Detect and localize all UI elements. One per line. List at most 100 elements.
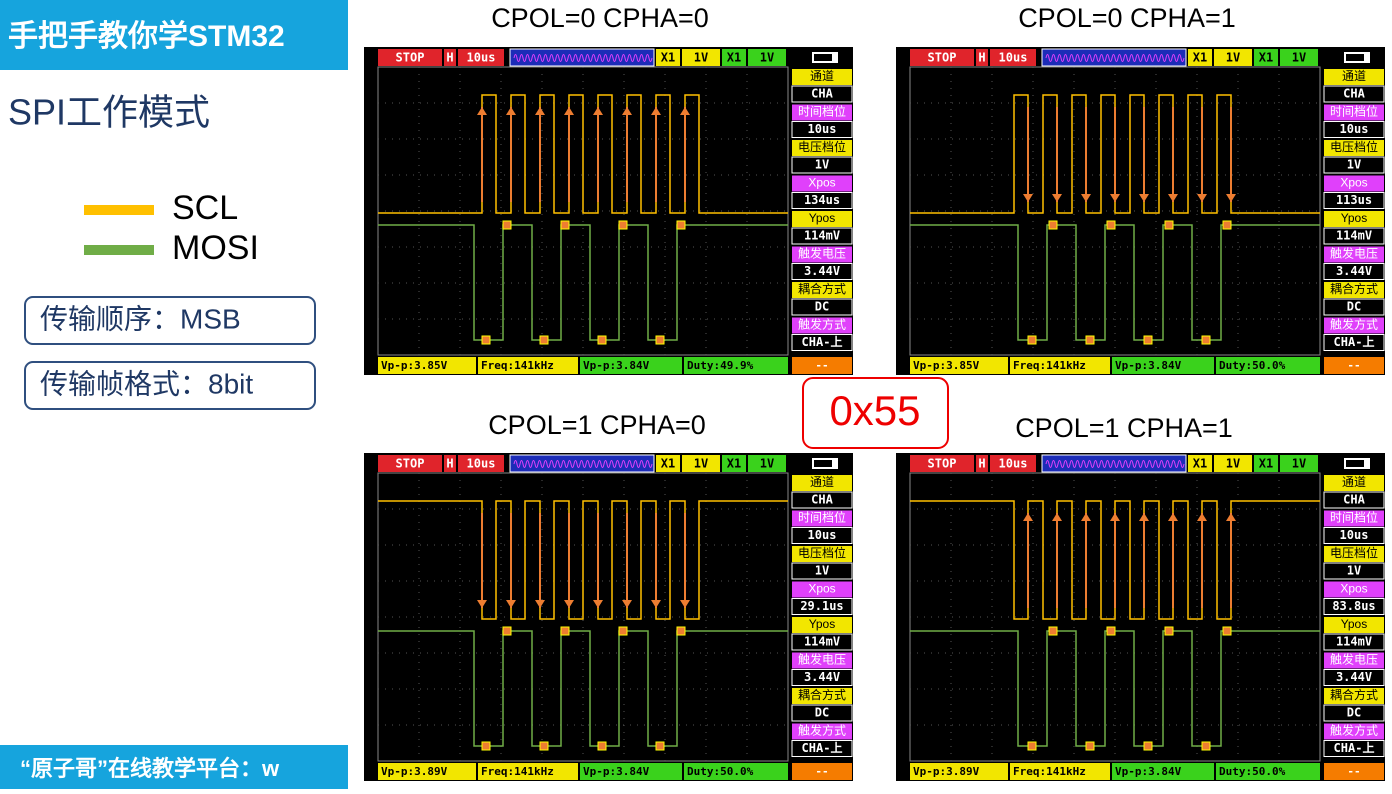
sample-point: [1027, 335, 1037, 345]
sample-point: [560, 220, 570, 230]
sample-point: [1143, 741, 1153, 751]
top-bar-cell: [656, 455, 680, 472]
readout: Vp-p:3.84V: [1115, 765, 1182, 778]
panel-label-bg: [1324, 475, 1384, 491]
readout: Vp-p:3.85V: [381, 359, 448, 372]
readout: Freq:141kHz: [481, 765, 554, 778]
panel-value: 3.44V: [804, 670, 840, 684]
panel-value: 134us: [804, 193, 840, 207]
panel-value: 114mV: [804, 635, 840, 649]
readout-bg: [1324, 357, 1384, 374]
panel-label-bg: [792, 140, 852, 156]
panel-value: 29.1us: [800, 599, 843, 613]
sample-point: [1164, 220, 1174, 230]
sample-point: [676, 220, 686, 230]
note: 传输帧格式：8bit: [40, 368, 253, 399]
top-bar-text: H: [978, 51, 985, 65]
readout-bg: [1010, 357, 1110, 374]
sample-arrow-head: [564, 107, 574, 115]
panel-label-bg: [792, 69, 852, 85]
sample-arrow-head: [1081, 194, 1091, 202]
top-bar-text: X1: [1259, 51, 1273, 65]
panel-value-bg: [791, 740, 853, 757]
top-bar-cell: [910, 455, 974, 472]
panel-value-bg: [1323, 527, 1385, 544]
panel-value: DC: [815, 706, 829, 720]
oscilloscope: STOP H 10us X1 1V X1 1V 通道 CHA 时间档位 10us 电压档位 1V Xpos…: [364, 47, 853, 375]
readout: Vp-p:3.84V: [583, 359, 650, 372]
sample-arrow-head: [622, 107, 632, 115]
panel-value-bg: [791, 227, 853, 245]
panel-label-bg: [792, 546, 852, 562]
sample-point: [560, 626, 570, 636]
readout-bg: [684, 763, 788, 780]
sample-arrow-head: [535, 600, 545, 608]
top-bar-text: 1V: [694, 457, 708, 471]
panel-value-bg: [791, 704, 853, 722]
top-bar-cell: [1214, 455, 1252, 472]
panel-label-bg: [792, 581, 852, 598]
top-bar-text: STOP: [928, 51, 957, 65]
panel-label-bg: [792, 617, 852, 633]
sample-arrow-head: [1023, 513, 1033, 521]
top-bar-text: STOP: [928, 457, 957, 471]
panel-label-bg: [792, 246, 852, 263]
panel-value-bg: [791, 121, 853, 138]
sample-point: [1222, 626, 1232, 636]
scope-title: CPOL=0 CPHA=1: [1018, 3, 1236, 33]
panel-value-bg: [1323, 192, 1385, 209]
timeline-box: [509, 454, 655, 473]
top-bar-text: H: [446, 51, 453, 65]
oscilloscope: STOP H 10us X1 1V X1 1V 通道 CHA 时间档位 10us 电压档位 1V Xpos…: [896, 453, 1385, 781]
sample-arrow-head: [535, 107, 545, 115]
sample-arrow-head: [1226, 194, 1236, 202]
sample-arrow-head: [1023, 194, 1033, 202]
readout-bg: [910, 763, 1008, 780]
panel-value: 1V: [1347, 564, 1361, 578]
readout: --: [1347, 359, 1360, 372]
battery-fill: [1346, 460, 1364, 467]
panel-value: 83.8us: [1332, 599, 1375, 613]
panel-value: 10us: [808, 528, 837, 542]
panel-value-bg: [791, 334, 853, 351]
panel-label: 通道: [1342, 69, 1366, 83]
panel-value: 3.44V: [804, 264, 840, 278]
readout-bg: [478, 763, 578, 780]
legend-label: SCL: [172, 189, 238, 227]
panel-value: CHA: [811, 493, 833, 507]
panel-label: 触发电压: [1330, 246, 1378, 261]
sample-point: [1201, 335, 1211, 345]
panel-label-bg: [792, 652, 852, 669]
timeline-box: [1041, 48, 1187, 67]
top-bar-text: X1: [727, 457, 741, 471]
panel-value-bg: [791, 562, 853, 580]
panel-label: 耦合方式: [798, 687, 846, 702]
top-bar-cell: [458, 455, 504, 472]
scope-title: CPOL=1 CPHA=0: [488, 410, 706, 440]
battery-fill: [814, 54, 832, 61]
panel-value-bg: [1323, 562, 1385, 580]
panel-label: 电压档位: [798, 545, 846, 560]
readout: Duty:50.0%: [1219, 765, 1286, 778]
panel-label: 通道: [810, 69, 834, 83]
top-bar-cell: [378, 455, 442, 472]
oscilloscope: STOP H 10us X1 1V X1 1V 通道 CHA 时间档位 10us 电压档位 1V Xpos…: [896, 47, 1385, 375]
sample-arrow-head: [1197, 513, 1207, 521]
panel-label: 电压档位: [1330, 545, 1378, 560]
top-bar-text: 1V: [694, 51, 708, 65]
top-bar-text: 1V: [760, 457, 774, 471]
panel-value: CHA-上: [1334, 740, 1375, 755]
panel-label-bg: [1324, 723, 1384, 740]
top-bar-cell: [1188, 455, 1212, 472]
panel-label: 耦合方式: [1330, 687, 1378, 702]
sample-point: [502, 220, 512, 230]
sample-arrow-head: [1197, 194, 1207, 202]
panel-label-bg: [792, 317, 852, 334]
panel-value: CHA-上: [802, 740, 843, 755]
panel-label: 电压档位: [1330, 139, 1378, 154]
top-bar-cell: [990, 455, 1036, 472]
sample-arrow-head: [680, 600, 690, 608]
panel-value-bg: [791, 598, 853, 615]
top-bar-cell: [910, 49, 974, 66]
top-bar-cell: [1280, 455, 1318, 472]
